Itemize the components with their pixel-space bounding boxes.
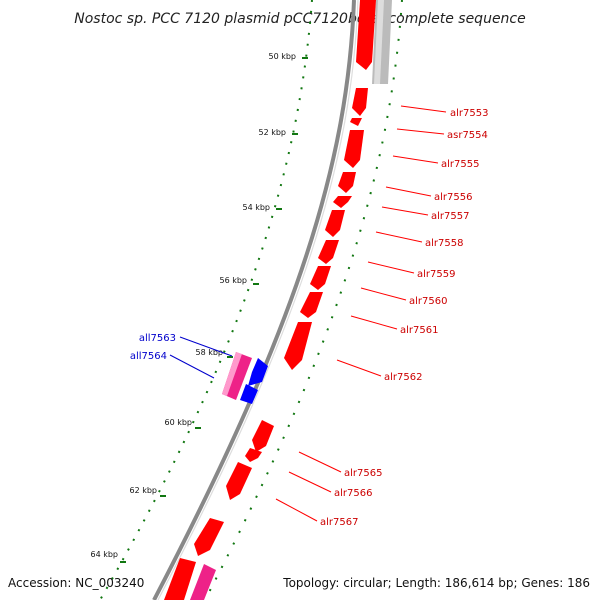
gene-arrow-alr7566 — [245, 448, 262, 462]
gene-label-alr7565: alr7565 — [344, 468, 382, 479]
gene-arrow-alr7553 — [352, 88, 368, 116]
gene-arrow-alr7559 — [318, 240, 339, 264]
topology-text: Topology: circular; Length: 186,614 bp; … — [282, 576, 590, 590]
right-leader-lines — [275, 105, 447, 522]
gene-arrow-alr7561 — [300, 292, 323, 318]
kbp-label-52: 52 kbp — [258, 128, 286, 137]
plasmid-backbone-highlight — [157, 0, 359, 600]
gene-arrow-lower-1 — [194, 518, 224, 556]
gene-all7563-edge — [222, 352, 242, 396]
gene-arrow-alr7555 — [344, 130, 364, 168]
gene-label-alr7566: alr7566 — [334, 488, 372, 499]
gene-label-alr7560: alr7560 — [409, 296, 447, 307]
gene-arrow-asr7554 — [350, 118, 362, 126]
gene-label-all7563: all7563 — [139, 333, 176, 344]
kbp-ruler — [99, 0, 313, 600]
gene-arrow-alr7565 — [252, 420, 274, 452]
gene-label-alr7553: alr7553 — [450, 108, 488, 119]
kbp-label-54: 54 kbp — [242, 203, 270, 212]
gene-arrow-alr7556 — [338, 172, 356, 193]
gene-label-asr7554: asr7554 — [447, 130, 488, 141]
kbp-label-58: 58 kbp — [195, 348, 223, 357]
gene-label-alr7558: alr7558 — [425, 238, 463, 249]
accession-text: Accession: NC_003240 — [8, 576, 144, 590]
gene-arrow-top — [356, 0, 376, 70]
gene-arrow-lower-2 — [164, 558, 196, 600]
gene-grey-block-shade — [374, 0, 384, 84]
gene-label-alr7567: alr7567 — [320, 517, 358, 528]
gene-arrow-alr7558 — [325, 210, 345, 237]
gene-arrow-alr7562 — [284, 322, 312, 370]
kbp-label-50: 50 kbp — [268, 52, 296, 61]
gene-pink-lower — [190, 564, 216, 600]
gene-arrow-alr7567 — [226, 462, 252, 500]
gene-label-alr7559: alr7559 — [417, 269, 455, 280]
gene-label-alr7557: alr7557 — [431, 211, 469, 222]
gene-label-alr7555: alr7555 — [441, 159, 479, 170]
kbp-label-64: 64 kbp — [90, 550, 118, 559]
gene-label-alr7562: alr7562 — [384, 372, 422, 383]
forward-genes — [164, 0, 376, 600]
plasmid-backbone — [152, 0, 356, 600]
gene-label-all7564: all7564 — [130, 351, 167, 362]
kbp-label-56: 56 kbp — [219, 276, 247, 285]
gene-all7564-a — [248, 358, 268, 386]
kbp-label-60: 60 kbp — [164, 418, 192, 427]
map-title: Nostoc sp. PCC 7120 plasmid pCC7120beta,… — [74, 11, 526, 27]
gene-arrow-alr7560 — [310, 266, 331, 290]
gene-all7564-b — [240, 384, 258, 404]
gene-label-alr7556: alr7556 — [434, 192, 472, 203]
kbp-label-62: 62 kbp — [129, 486, 157, 495]
kbp-major-ticks — [120, 57, 308, 563]
outer-ruler — [204, 0, 403, 600]
gene-arrow-alr7557 — [333, 196, 352, 208]
gene-label-alr7561: alr7561 — [400, 325, 438, 336]
left-leader-lines — [169, 336, 233, 379]
